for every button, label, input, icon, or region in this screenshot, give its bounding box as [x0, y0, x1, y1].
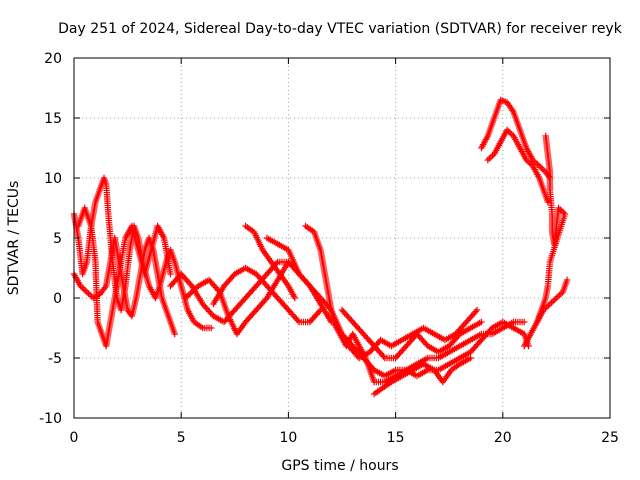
y-tick-label: 10: [44, 171, 62, 187]
x-tick-label: 15: [387, 430, 405, 446]
y-tick-label: 20: [44, 51, 62, 67]
ticks-layer: 0 5 10 15 20 25 -10 -5 0 5 10 15 20: [39, 51, 619, 446]
data-point: [551, 296, 558, 303]
data-point: [316, 308, 323, 315]
data-point: [539, 165, 546, 173]
data-point: [549, 297, 557, 305]
data-point: [553, 294, 560, 302]
y-tick-label: 15: [44, 111, 62, 127]
grid-layer: [74, 58, 610, 418]
x-tick-label: 10: [279, 430, 297, 446]
data-point: [472, 308, 479, 315]
y-tick-label: -5: [48, 351, 62, 367]
y-tick-label: -10: [39, 411, 62, 427]
data-point: [534, 161, 541, 168]
data-point: [556, 291, 563, 299]
chart-title: Day 251 of 2024, Sidereal Day-to-day VTE…: [58, 21, 623, 37]
data-point: [285, 258, 292, 266]
points-layer: [70, 96, 571, 398]
x-tick-label: 0: [70, 430, 79, 446]
data-point: [473, 306, 481, 314]
data-point: [171, 330, 178, 338]
data-point: [80, 285, 87, 293]
data-point: [167, 270, 174, 278]
data-point: [291, 294, 299, 302]
data-point: [563, 276, 571, 284]
y-tick-label: 0: [53, 291, 62, 307]
data-point: [467, 354, 474, 362]
data-point: [545, 302, 552, 309]
data-point: [380, 353, 387, 360]
x-tick-label: 5: [177, 430, 186, 446]
data-point: [548, 299, 555, 306]
data-point: [546, 300, 554, 308]
data-point: [486, 155, 493, 162]
data-point: [187, 281, 194, 288]
data-point: [536, 162, 543, 170]
data-point: [83, 288, 91, 296]
data-point: [262, 296, 269, 303]
data-point: [85, 290, 92, 297]
data-point: [294, 317, 301, 324]
data-point: [537, 164, 545, 171]
data-point: [484, 156, 491, 164]
data-point: [544, 198, 552, 206]
data-point: [521, 318, 528, 326]
data-point: [185, 291, 192, 299]
data-point: [208, 324, 215, 332]
data-point: [82, 287, 89, 294]
data-point: [487, 153, 495, 161]
data-point: [507, 129, 514, 137]
y-tick-label: 5: [53, 231, 62, 247]
data-point: [533, 318, 541, 326]
x-axis-label: GPS time / hours: [281, 458, 398, 474]
data-point: [317, 306, 324, 314]
x-tick-label: 20: [494, 430, 512, 446]
data-point: [478, 318, 485, 326]
y-axis-label: SDTVAR / TECUs: [6, 181, 22, 296]
x-tick-label: 25: [601, 430, 619, 446]
data-point: [554, 293, 562, 300]
